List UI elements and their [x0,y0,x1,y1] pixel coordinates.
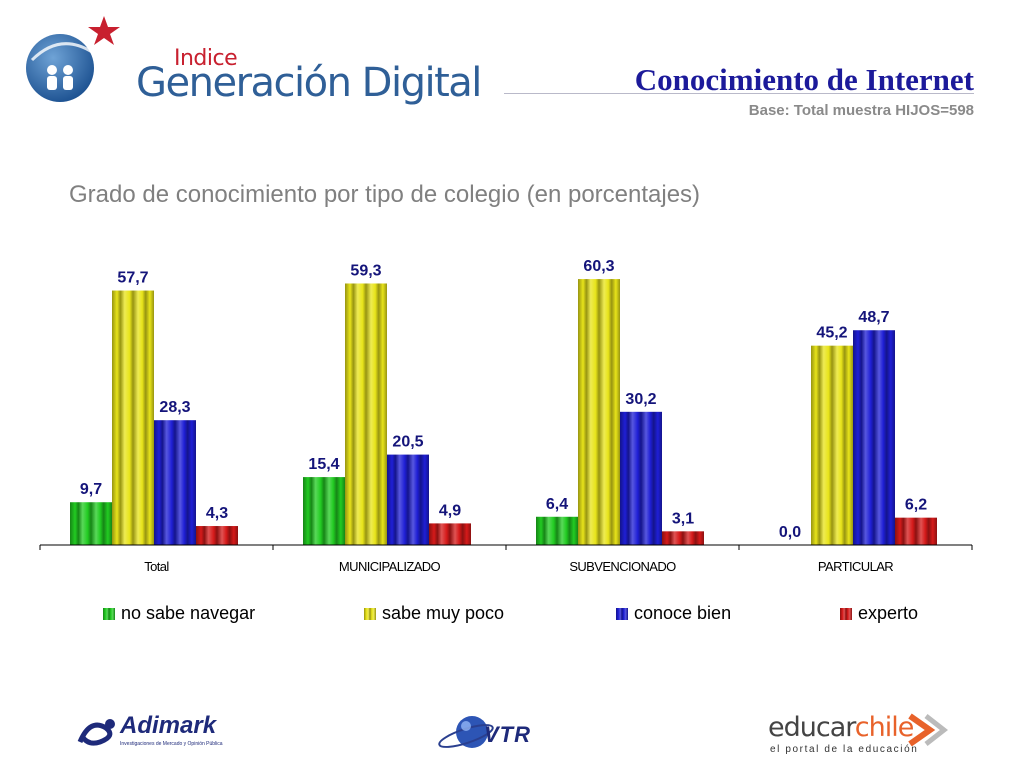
legend-swatch [840,607,852,620]
value-label: 45,2 [816,325,847,342]
educar-word: educar [768,712,856,743]
chile-word: chile [854,712,915,743]
legend-swatch [103,607,115,620]
educarchile-name: educarchile [768,712,915,743]
bar-total-experto [196,526,238,545]
value-label: 6,4 [546,496,568,513]
page-subtitle: Base: Total muestra HIJOS=598 [748,102,974,119]
bar-total-sabe-muy-poco [112,290,154,545]
value-label: 60,3 [583,258,614,275]
value-label: 3,1 [672,510,694,527]
value-label: 4,9 [439,502,461,519]
page-title: Conocimiento de Internet [634,62,974,97]
category-label: SUBVENCIONADO [569,559,676,574]
star-icon [88,16,120,45]
adimark-name: Adimark [120,712,217,739]
category-label: Total [144,559,169,574]
value-label: 28,3 [159,399,190,416]
logo-generacion-digital-text: Generación Digital [136,60,482,106]
educarchile-logo: educarchile el portal de la educación [768,710,958,760]
legend-item: experto [840,603,918,624]
bar-municipalizado-experto [429,523,471,545]
legend-item: no sabe navegar [103,603,255,624]
value-label: 9,7 [80,481,102,498]
bar-municipalizado-no-sabe-navegar [303,477,345,545]
globe-icon [26,16,120,102]
bar-subvencionado-sabe-muy-poco [578,279,620,545]
vtr-name: VTR [484,722,531,747]
value-label: 59,3 [350,262,381,279]
legend-swatch [364,607,376,620]
bar-subvencionado-conoce-bien [620,411,662,545]
value-label: 20,5 [392,434,423,451]
chart-legend: no sabe navegar sabe muy poco conoce bien e… [0,603,1024,629]
bar-chart: 9,7 57,7 28,3 4,3 15,4 59,3 20,5 4,9 6,4 60,3 30,2… [39,258,973,574]
logo-indice-text: Indice [174,46,238,71]
bar-particular-conoce-bien [853,330,895,545]
bar-subvencionado-experto [662,531,704,545]
legend-swatch [616,607,628,620]
bar-municipalizado-conoce-bien [387,454,429,545]
value-label: 4,3 [206,505,228,522]
title-divider [504,93,974,94]
bar-municipalizado-sabe-muy-poco [345,283,387,545]
legend-item: sabe muy poco [364,603,504,624]
legend-item: conoce bien [616,603,731,624]
vtr-globe-icon [438,716,494,748]
bar-particular-sabe-muy-poco [811,345,853,545]
adimark-tagline: Investigaciones de Mercado y Opinión Púb… [120,741,223,747]
legend-label: conoce bien [634,603,732,623]
value-label: 6,2 [905,497,927,514]
adimark-emblem-icon [77,719,115,746]
bar-particular-experto [895,517,937,545]
category-label: MUNICIPALIZADO [339,559,441,574]
vtr-logo: VTR [436,708,556,756]
legend-label: experto [858,603,919,623]
chart-title: Grado de conocimiento por tipo de colegi… [69,181,701,208]
bar-total-conoce-bien [154,420,196,545]
value-label: 48,7 [858,309,889,326]
legend-label: no sabe navegar [121,603,256,623]
indice-generacion-digital-logo: Indice Generación Digital [22,12,482,106]
value-label: 15,4 [308,456,339,473]
category-label: PARTICULAR [818,559,893,574]
value-label: 57,7 [117,270,148,287]
legend-label: sabe muy poco [382,603,505,623]
educarchile-tagline: el portal de la educación [770,744,919,755]
bar-total-no-sabe-navegar [70,502,112,545]
adimark-logo: Adimark Investigaciones de Mercado y Opi… [76,712,223,752]
value-label: 30,2 [625,391,656,408]
value-label: 0,0 [779,524,801,541]
educarchile-arrow-icon [908,713,948,746]
bar-subvencionado-no-sabe-navegar [536,516,578,545]
